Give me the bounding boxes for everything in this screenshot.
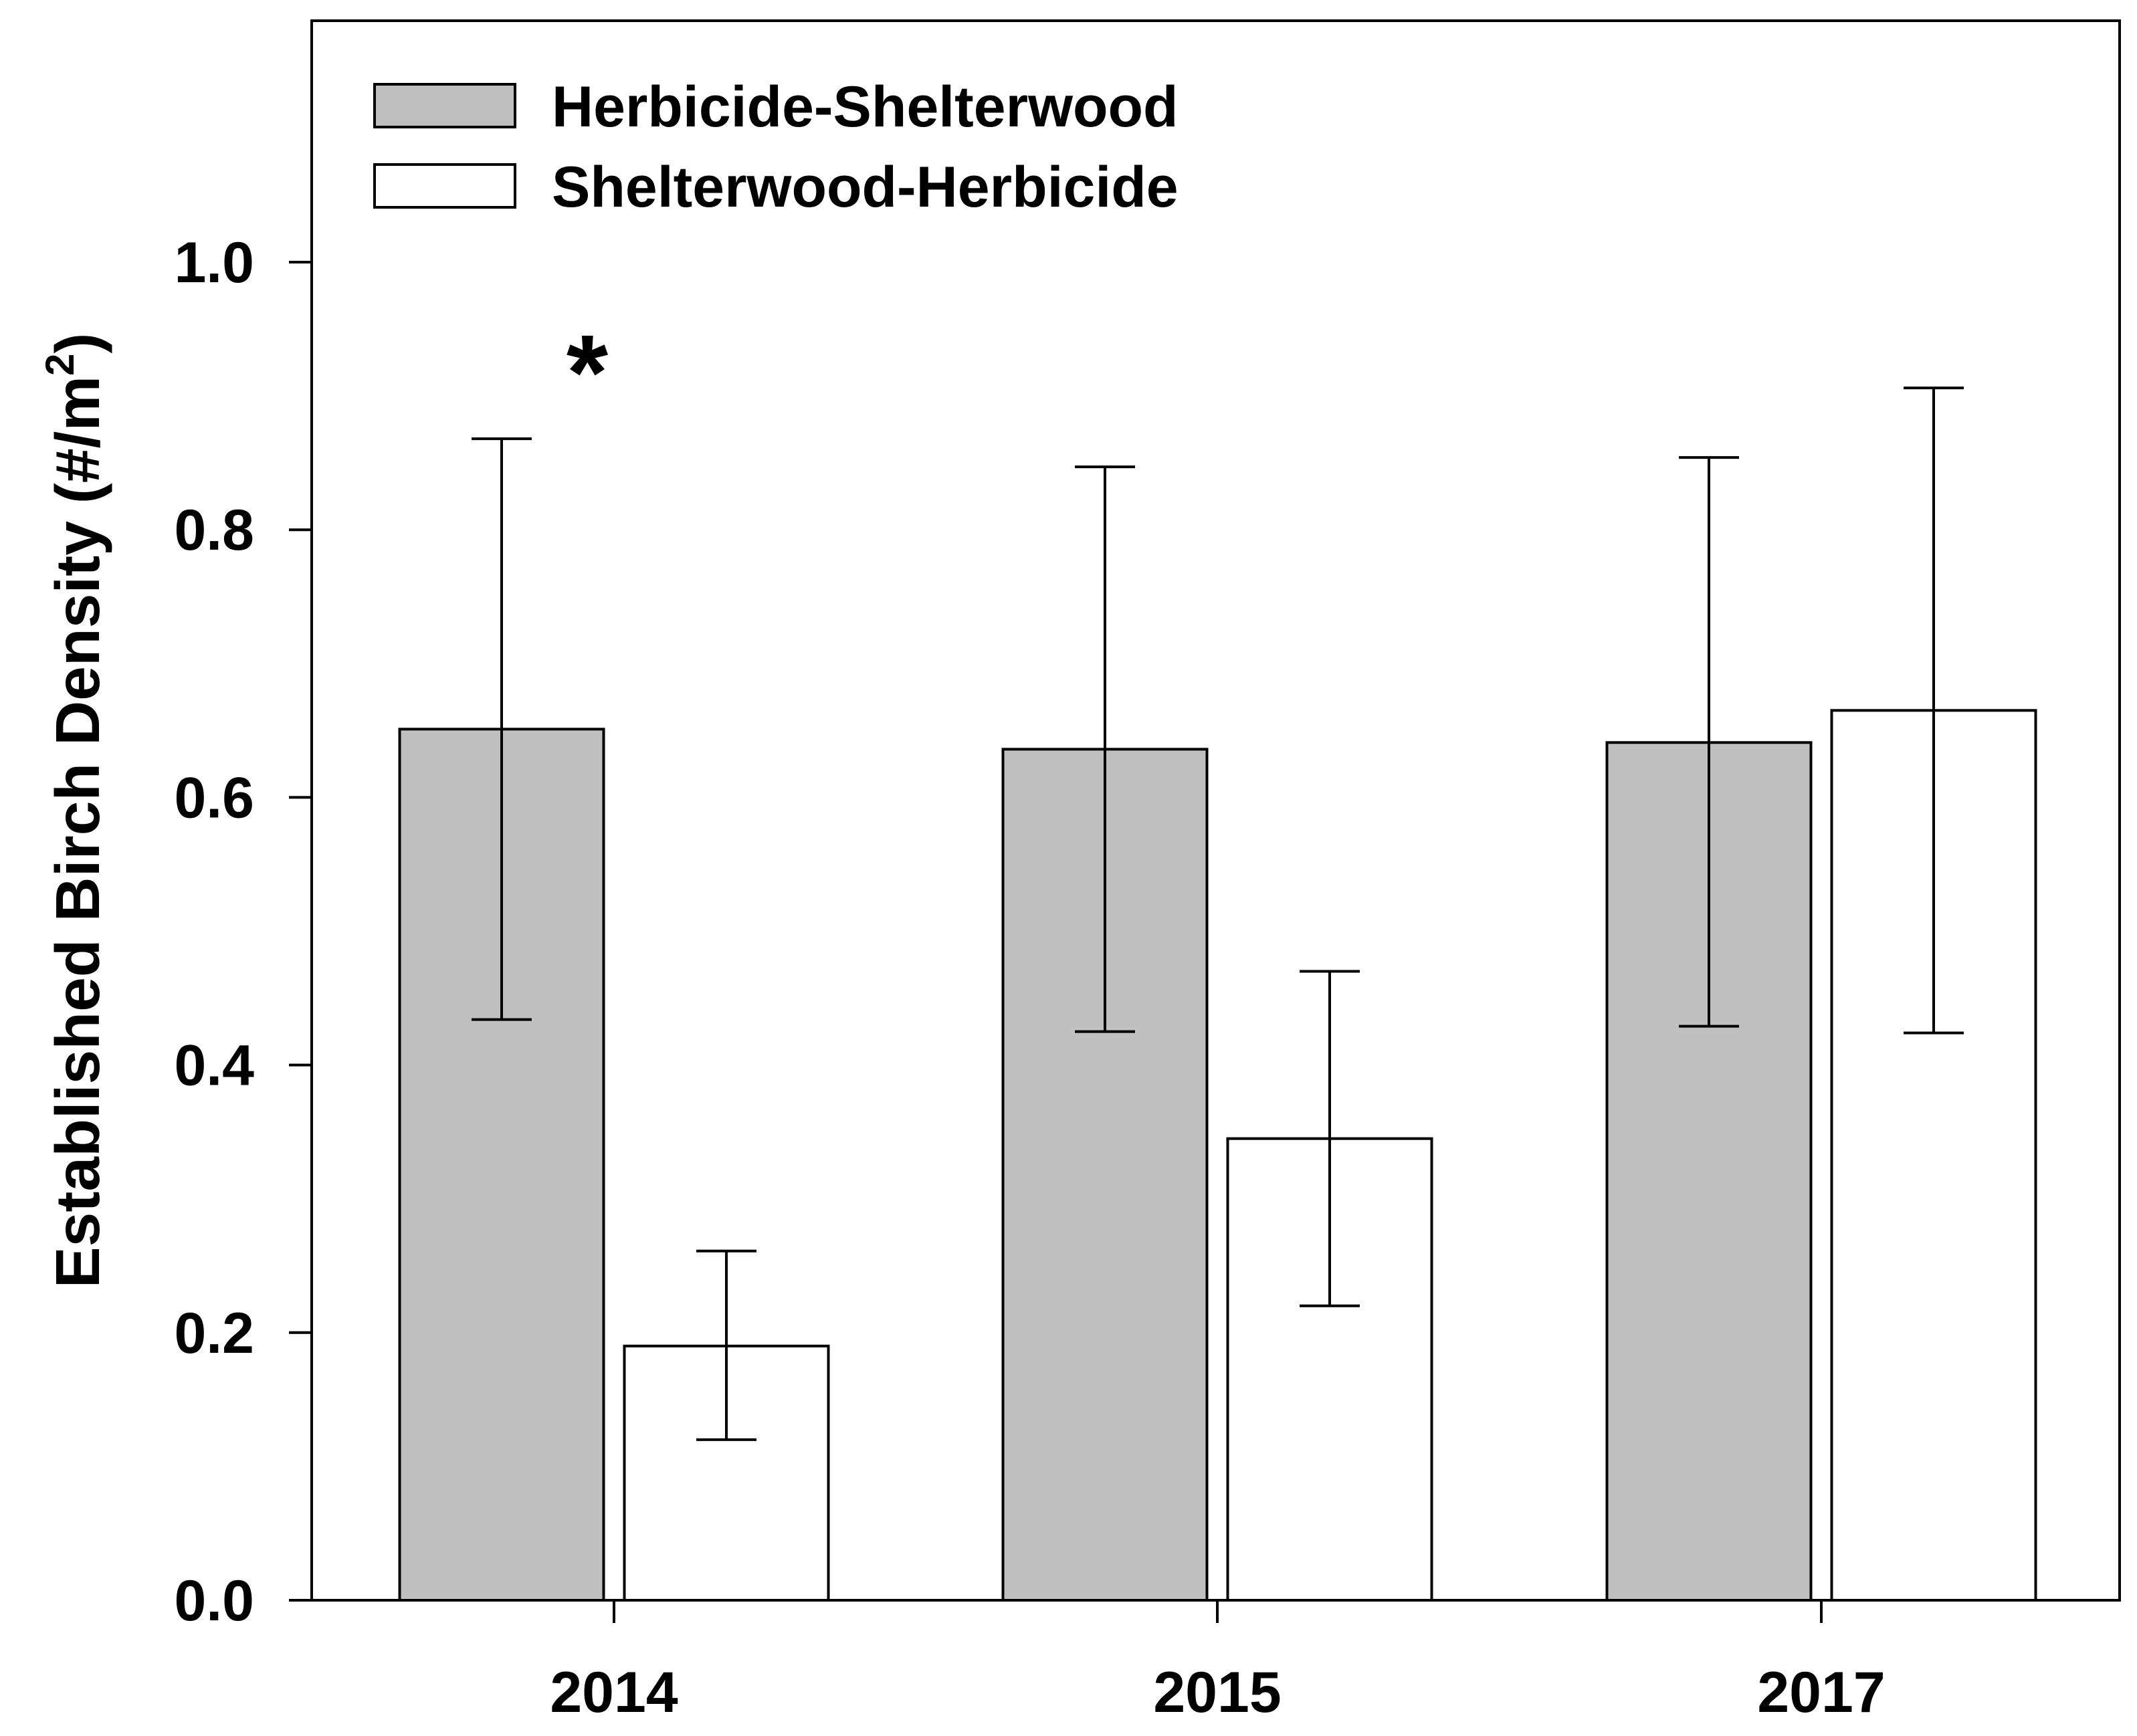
legend-label: Shelterwood-Herbicide — [552, 155, 1179, 219]
bars-layer — [398, 709, 2037, 1602]
legend: Herbicide-Shelterwood Shelterwood-Herbici… — [373, 75, 1179, 219]
legend-swatch — [373, 83, 516, 128]
error-bar-herbicide-shelterwood-2015 — [1075, 465, 1135, 1033]
y-tick-label: 0.4 — [174, 1034, 254, 1098]
x-tick-label: 2014 — [550, 1660, 678, 1725]
y-axis-label-superscript: 2 — [37, 354, 82, 376]
y-tick-label: 0.6 — [174, 766, 254, 830]
x-tick-label: 2015 — [1153, 1660, 1281, 1725]
legend-item-herbicide-shelterwood: Herbicide-Shelterwood — [373, 75, 1179, 139]
legend-swatch — [373, 163, 516, 209]
y-tick-label: 0.8 — [174, 498, 254, 562]
y-tick-label: 0.0 — [174, 1569, 254, 1633]
y-axis-label: Established Birch Density (#/m2) — [37, 333, 112, 1289]
legend-label: Herbicide-Shelterwood — [552, 75, 1179, 139]
legend-item-shelterwood-herbicide: Shelterwood-Herbicide — [373, 155, 1179, 219]
plot-frame — [310, 19, 2121, 1602]
y-axis-label-close: ) — [43, 333, 112, 354]
error-bar-shelterwood-herbicide-2014 — [696, 1249, 756, 1441]
error-bar-shelterwood-herbicide-2017 — [1904, 387, 1964, 1035]
error-bars-layer — [472, 387, 1964, 1441]
y-axis: 0.0 0.2 0.4 0.6 0.8 1.0 — [174, 231, 312, 1633]
annotations-layer: * — [567, 312, 609, 432]
x-tick-label: 2017 — [1757, 1660, 1885, 1725]
y-tick-label: 0.2 — [174, 1301, 254, 1366]
x-axis: 2014 2015 2017 — [550, 1600, 1886, 1725]
error-bar-herbicide-shelterwood-2017 — [1679, 456, 1739, 1028]
y-tick-label: 1.0 — [174, 231, 254, 295]
error-bar-herbicide-shelterwood-2014 — [472, 437, 532, 1021]
error-bar-shelterwood-herbicide-2015 — [1300, 970, 1360, 1307]
significance-star: * — [567, 312, 609, 432]
